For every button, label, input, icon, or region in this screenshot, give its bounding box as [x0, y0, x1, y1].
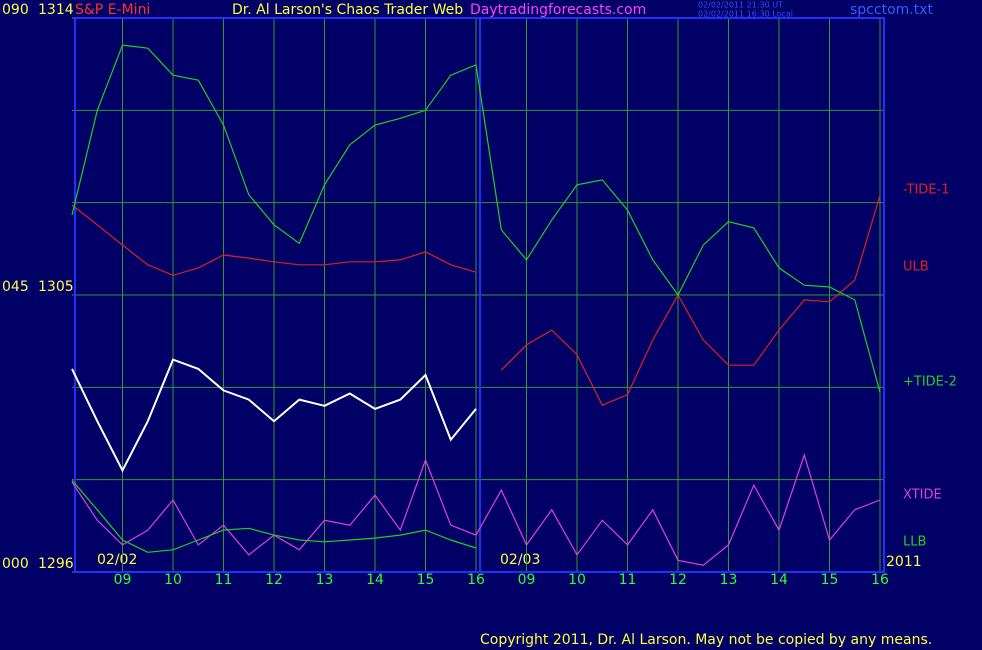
y-tick-label: 090	[2, 2, 29, 18]
file-name: spcctom.txt	[850, 2, 933, 18]
series-label: LLB	[903, 535, 926, 550]
series-line	[71, 204, 477, 276]
x-tick-label: 14	[770, 572, 788, 588]
x-tick-label: 09	[518, 572, 536, 588]
series-line	[500, 195, 881, 406]
y-tick-label: 000	[2, 556, 29, 572]
grid	[72, 17, 885, 573]
x-tick-label: 15	[821, 572, 839, 588]
date-label: 02/03	[500, 552, 540, 568]
year-label: 2011	[886, 554, 922, 570]
series-line	[71, 453, 881, 566]
x-tick-label: 11	[215, 572, 233, 588]
x-tick-label: 10	[164, 572, 182, 588]
series-label: -TIDE-1	[903, 183, 949, 198]
chart-title: Dr. Al Larson's Chaos Trader Web	[232, 2, 463, 18]
instrument: S&P E-Mini	[75, 2, 150, 18]
series-label: ULB	[903, 260, 929, 275]
series-line	[71, 358, 477, 473]
y2-tick-label: 1296	[38, 556, 74, 572]
series-line	[71, 44, 881, 393]
x-tick-label: 12	[265, 572, 283, 588]
x-tick-label: 15	[417, 572, 435, 588]
y-tick-label: 045	[2, 279, 29, 295]
timestamp-local: 02/02/2011 16:30 Local	[698, 10, 793, 19]
website: Daytradingforecasts.com	[470, 2, 646, 18]
date-label: 02/02	[97, 552, 137, 568]
copyright: Copyright 2011, Dr. Al Larson. May not b…	[480, 632, 932, 648]
x-tick-label: 16	[871, 572, 889, 588]
series-label: +TIDE-2	[903, 375, 957, 390]
x-tick-label: 14	[366, 572, 384, 588]
x-tick-label: 13	[316, 572, 334, 588]
x-tick-label: 12	[669, 572, 687, 588]
y2-tick-label: 1314	[38, 2, 74, 18]
x-tick-label: 09	[114, 572, 132, 588]
x-tick-label: 10	[568, 572, 586, 588]
x-tick-label: 11	[619, 572, 637, 588]
timestamp-ut: 02/02/2011 21:30 UT	[698, 1, 783, 10]
x-tick-label: 13	[720, 572, 738, 588]
plot-frame	[74, 17, 885, 573]
x-tick-label: 16	[467, 572, 485, 588]
lines	[71, 44, 881, 566]
series-label: XTIDE	[903, 488, 942, 503]
y2-tick-label: 1305	[38, 279, 74, 295]
series-line	[71, 479, 477, 553]
